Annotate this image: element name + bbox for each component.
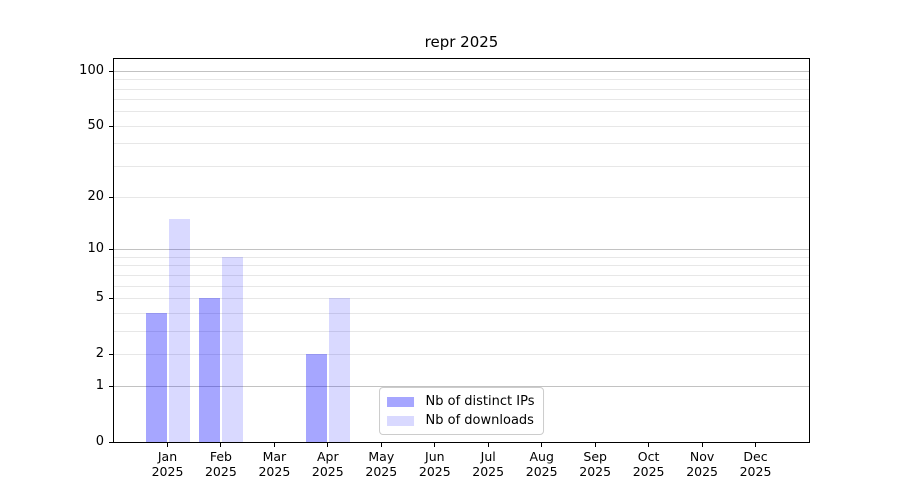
bar-downloads (168, 219, 190, 442)
x-axis-tick (327, 443, 329, 447)
x-axis-tick-label: Feb 2025 (204, 449, 237, 479)
y-axis-tick-label: 5 (95, 289, 104, 305)
bar-downloads (221, 256, 243, 442)
x-axis-tick-label: Jul 2025 (472, 449, 505, 479)
bar-distinct-ips (145, 312, 167, 442)
y-axis-tick (109, 442, 113, 443)
x-axis-tick-label: Jan 2025 (151, 449, 184, 479)
gridline-major (114, 386, 809, 388)
y-axis-tick-label: 100 (79, 62, 104, 78)
x-axis-tick (487, 443, 489, 447)
y-axis-tick (109, 297, 113, 299)
legend-label: Nb of distinct IPs (425, 394, 535, 409)
x-axis-tick-label: Aug 2025 (525, 449, 558, 479)
gridline-minor (114, 165, 809, 167)
x-axis-tick-label: Oct 2025 (632, 449, 665, 479)
y-axis-tick-label: 2 (95, 345, 104, 361)
y-axis-tick (109, 386, 113, 388)
x-axis-tick-label: May 2025 (365, 449, 398, 479)
plot-area: Nb of distinct IPs Nb of downloads 100 50… (79, 58, 810, 479)
y-axis-tick (109, 353, 113, 355)
x-axis-tick (755, 443, 756, 447)
x-axis-tick (273, 443, 275, 447)
y-axis-tick-label: 50 (87, 117, 104, 133)
gridline-major (114, 249, 809, 251)
x-axis-tick (380, 443, 382, 447)
bar-downloads (328, 297, 350, 442)
gridline-minor (114, 99, 809, 101)
x-axis-tick (167, 443, 168, 447)
x-axis-tick-label: Apr 2025 (311, 449, 344, 479)
x-axis-tick (648, 443, 650, 447)
gridline-minor (114, 353, 809, 355)
y-axis-tick (109, 70, 113, 72)
gridline-minor (114, 274, 809, 276)
bar-distinct-ips (305, 353, 327, 442)
gridline-minor (114, 297, 809, 299)
gridline-minor (114, 143, 809, 145)
gridline-minor (114, 312, 809, 314)
legend-item-downloads: Nb of downloads (386, 413, 535, 428)
x-axis-tick-label: Mar 2025 (258, 449, 291, 479)
x-axis-tick-label: Dec 2025 (739, 449, 772, 479)
x-axis-tick (594, 443, 596, 447)
gridline-minor (114, 265, 809, 267)
gridline-minor (114, 330, 809, 332)
bar-distinct-ips (198, 297, 220, 442)
gridline-major (114, 70, 809, 72)
x-axis-tick (220, 443, 222, 447)
y-axis-tick (109, 125, 113, 127)
gridline-minor (114, 197, 809, 199)
gridline-minor (114, 79, 809, 81)
gridline-minor (114, 125, 809, 127)
downloads-swatch (386, 415, 414, 426)
y-axis-tick-label: 0 (95, 434, 104, 449)
x-axis-tick-label: Sep 2025 (579, 449, 612, 479)
gridline-minor (114, 256, 809, 258)
x-axis-tick-label: Nov 2025 (686, 449, 718, 479)
y-axis-tick (109, 197, 113, 199)
chart-title: repr 2025 (424, 33, 499, 51)
x-axis-tick (434, 443, 436, 447)
x-axis-tick (701, 443, 703, 447)
legend-item-distinct-ips: Nb of distinct IPs (386, 394, 535, 409)
gridline-minor (114, 88, 809, 90)
legend-label: Nb of downloads (425, 413, 534, 428)
y-axis-tick (109, 249, 113, 251)
legend: Nb of distinct IPs Nb of downloads (378, 387, 545, 435)
y-axis-tick-label: 10 (87, 241, 104, 257)
distinct-ips-swatch (386, 396, 414, 407)
x-axis-tick (541, 443, 543, 447)
gridline-minor (114, 285, 809, 287)
y-axis-tick-label: 20 (87, 189, 104, 205)
x-axis-tick-label: Jun 2025 (418, 449, 451, 479)
y-axis-tick-label: 1 (95, 378, 104, 394)
gridline-minor (114, 111, 809, 113)
